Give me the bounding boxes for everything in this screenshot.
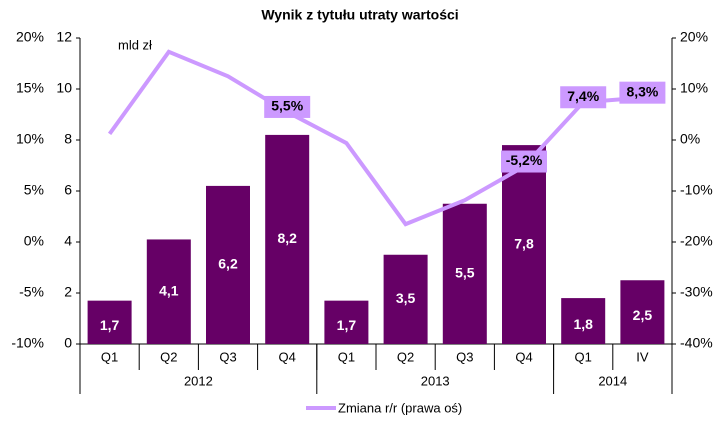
bar-label: 7,8: [514, 235, 534, 251]
line-label-box: [264, 95, 311, 118]
bar-label: 2,5: [633, 307, 653, 323]
x-tick-label: Q4: [279, 349, 296, 364]
x-tick-label: Q3: [219, 349, 236, 364]
bar-label: 8,2: [277, 230, 297, 246]
y-tick-label: 0: [64, 335, 72, 351]
y3-tick-label: 10%: [16, 131, 44, 147]
bar: [502, 145, 546, 344]
x-tick-label: Q2: [397, 349, 414, 364]
line: [107, 49, 643, 227]
y3-tick-label: 20%: [16, 29, 44, 45]
y2-tick-label: 20%: [680, 29, 708, 45]
y3-tick-label: 15%: [16, 80, 44, 96]
y-tick-label: 12: [56, 29, 72, 45]
bar: [87, 300, 132, 344]
line-label-box: [501, 150, 547, 173]
y-tick-label: 8: [64, 131, 72, 147]
y3-tick-label: -5%: [19, 284, 44, 300]
y2-tick-label: 10%: [680, 80, 708, 96]
x-tick-label: Q1: [101, 349, 118, 364]
x-tick-label: Q1: [575, 349, 592, 364]
x-tick-label: Q2: [160, 349, 177, 364]
bar: [146, 239, 191, 344]
bar-label: 1,7: [337, 317, 357, 333]
chart-title: Wynik z tytułu utraty wartości: [261, 7, 458, 23]
y2-tick-label: -40%: [680, 335, 713, 351]
bar: [442, 203, 487, 344]
bar: [324, 300, 369, 344]
bar-label: 4,1: [159, 282, 179, 298]
line-label: -5,2%: [506, 152, 543, 168]
bar-label: 1,7: [100, 317, 120, 333]
y3-tick-label: -10%: [11, 335, 44, 351]
line-label-box: [560, 86, 607, 109]
annotation: mld zł: [118, 37, 152, 52]
bar-label: 3,5: [396, 290, 416, 306]
line-label: 7,4%: [567, 88, 599, 104]
y-tick-label: 4: [64, 233, 72, 249]
y2-tick-label: 0%: [680, 131, 700, 147]
y3-tick-label: 0%: [24, 233, 44, 249]
bar-label: 1,8: [573, 316, 593, 332]
bar: [383, 254, 428, 344]
bar: [265, 134, 310, 344]
x-tick-label: IV: [636, 349, 649, 364]
line-label: 8,3%: [626, 83, 658, 99]
group-label: 2013: [421, 373, 450, 388]
y2-tick-label: -10%: [680, 182, 713, 198]
line-label-box: [619, 81, 666, 104]
group-label: 2014: [598, 373, 627, 388]
y2-tick-label: -30%: [680, 284, 713, 300]
bar: [561, 298, 606, 344]
bar: [206, 185, 250, 344]
x-tick-label: Q3: [456, 349, 473, 364]
legend-label: Zmiana r/r (prawa oś): [338, 400, 462, 415]
y3-tick-label: 5%: [24, 182, 44, 198]
y2-tick-label: -20%: [680, 233, 713, 249]
x-tick-label: Q4: [515, 349, 532, 364]
bar-label: 6,2: [218, 256, 238, 272]
y-tick-label: 6: [64, 182, 72, 198]
bar: [620, 280, 665, 344]
line-label: 5,5%: [271, 98, 303, 114]
y-tick-label: 2: [64, 284, 72, 300]
x-tick-label: Q1: [338, 349, 355, 364]
bar-label: 5,5: [455, 265, 475, 281]
group-label: 2012: [184, 373, 213, 388]
y-tick-label: 10: [56, 80, 72, 96]
